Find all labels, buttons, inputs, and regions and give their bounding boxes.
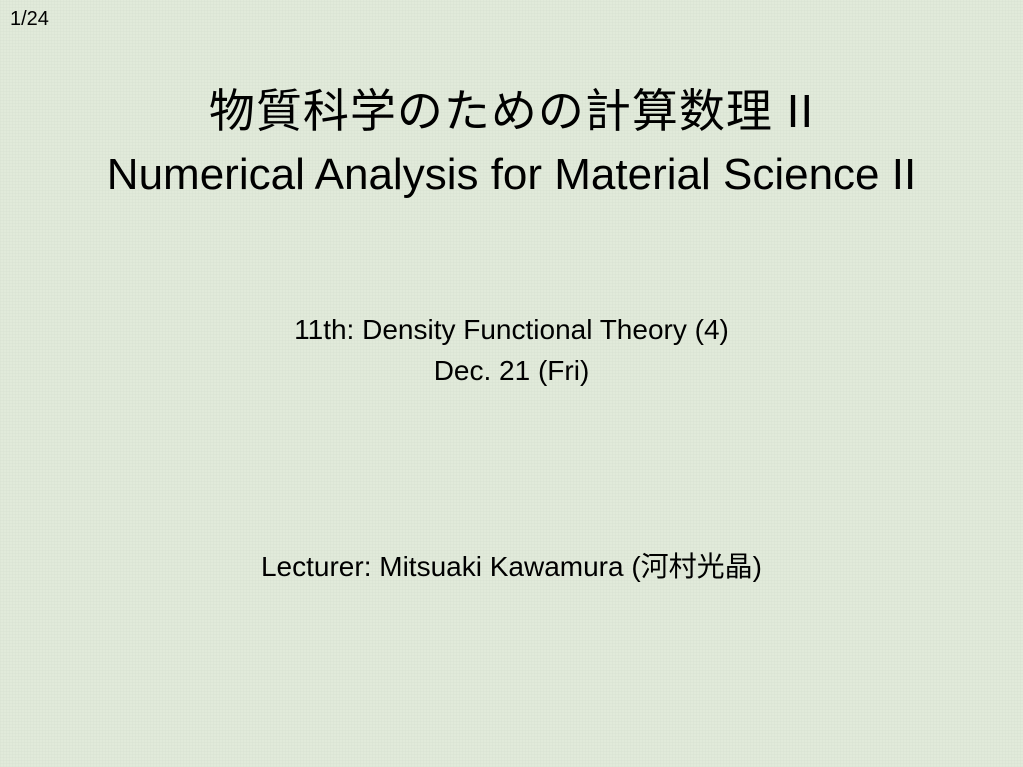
- lecture-number: 11th: Density Functional Theory (4): [0, 310, 1023, 351]
- title-block: 物質科学のための計算数理 II Numerical Analysis for M…: [0, 82, 1023, 203]
- subtitle-block: 11th: Density Functional Theory (4) Dec.…: [0, 310, 1023, 391]
- title-english: Numerical Analysis for Material Science …: [0, 146, 1023, 203]
- title-japanese: 物質科学のための計算数理 II: [0, 82, 1023, 142]
- lecturer-block: Lecturer: Mitsuaki Kawamura (河村光晶): [0, 545, 1023, 585]
- lecture-date: Dec. 21 (Fri): [0, 351, 1023, 392]
- page-number: 1/24: [10, 8, 49, 31]
- lecturer-name: Lecturer: Mitsuaki Kawamura (河村光晶): [0, 545, 1023, 585]
